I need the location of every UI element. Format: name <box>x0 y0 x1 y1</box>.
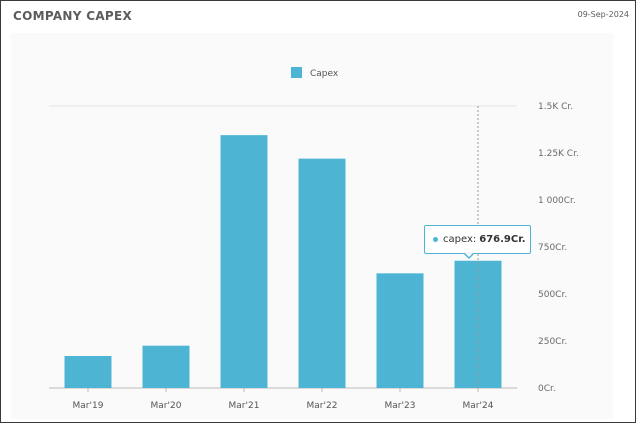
y-tick-label: 0Cr. <box>538 384 556 394</box>
tooltip-series-dot <box>433 237 438 242</box>
y-tick-label: 500Cr. <box>538 290 567 300</box>
y-tick-label: 1.25K Cr. <box>538 149 579 159</box>
bar-mar22 <box>298 158 346 388</box>
legend-label: Capex <box>310 69 339 79</box>
y-tick-label: 1.5K Cr. <box>538 102 573 112</box>
bar-mar23 <box>376 273 424 388</box>
bar-tooltip: capex: 676.9Cr. <box>424 225 531 259</box>
x-tick-label: Mar'24 <box>463 401 494 411</box>
y-tick-label: 250Cr. <box>538 337 567 347</box>
x-tick-label: Mar'19 <box>73 401 104 411</box>
legend-swatch <box>291 67 302 78</box>
tooltip-label: capex: <box>443 234 477 245</box>
y-tick-label: 750Cr. <box>538 243 567 253</box>
bar-mar20 <box>142 345 190 388</box>
bar-mar19 <box>64 356 112 388</box>
x-tick-label: Mar'21 <box>229 401 260 411</box>
y-tick-label: 1 000Cr. <box>538 196 576 206</box>
bar-mar21 <box>220 135 268 388</box>
as-of-date: 09-Sep-2024 <box>577 10 629 19</box>
x-tick-label: Mar'22 <box>307 401 338 411</box>
x-tick-label: Mar'20 <box>151 401 182 411</box>
x-tick-label: Mar'23 <box>385 401 416 411</box>
widget-title: COMPANY CAPEX <box>13 9 133 23</box>
tooltip-value: 676.9Cr. <box>479 234 526 245</box>
